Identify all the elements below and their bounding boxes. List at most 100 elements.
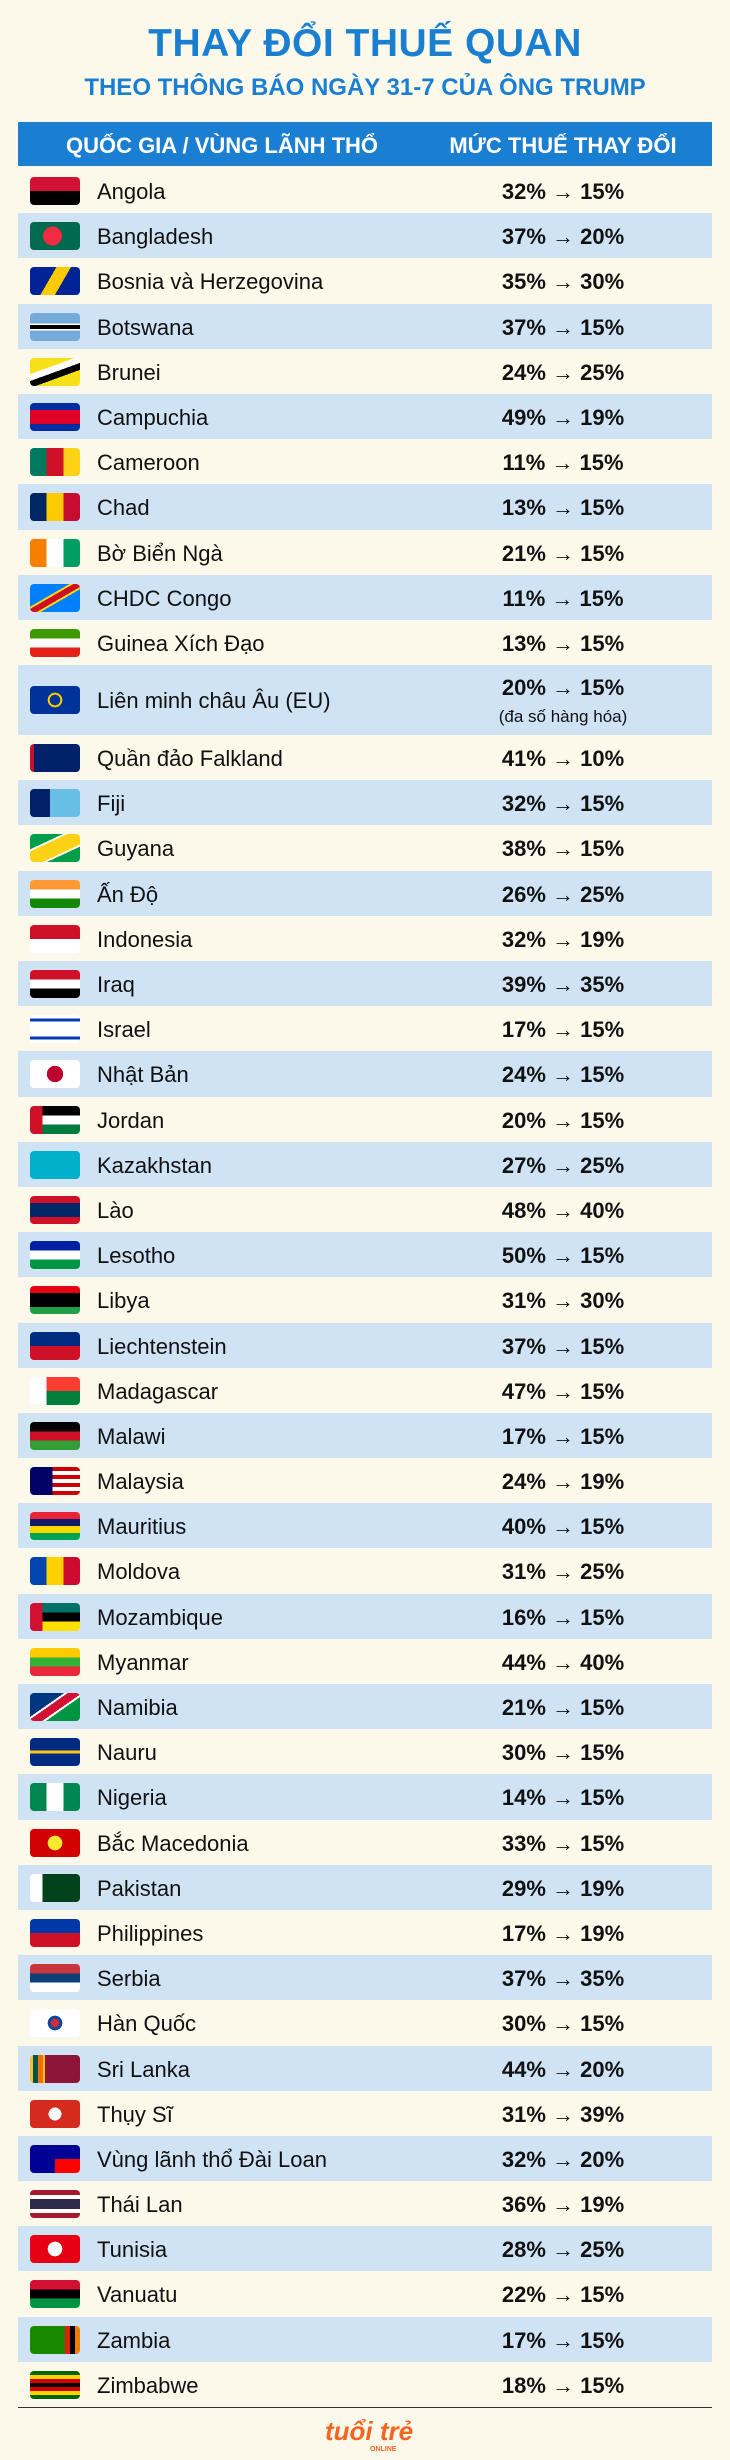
table-row: Nauru 30% → 15% <box>18 1729 712 1774</box>
flag-icon <box>30 2325 80 2354</box>
column-header: QUỐC GIA / VÙNG LÃNH THỔ <box>65 133 379 158</box>
tariff-rate: 48% → 40% <box>501 1197 625 1223</box>
country-name: Vanuatu <box>97 2282 178 2308</box>
table-row: Zambia 17% → 15% <box>18 2316 712 2362</box>
flag-icon <box>30 402 80 431</box>
tariff-rate: 35% → 30% <box>501 269 625 295</box>
country-name: Myanmar <box>97 1649 189 1675</box>
country-name: Guyana <box>97 836 175 862</box>
table-row: Israel 17% → 15% <box>18 1006 712 1051</box>
flag-icon <box>30 924 80 953</box>
flag-icon <box>30 789 80 818</box>
table-row: Campuchia 49% → 19% <box>18 393 712 440</box>
tariff-rate: 37% → 35% <box>501 1966 625 1992</box>
table-row: Myanmar 44% → 40% <box>18 1639 712 1684</box>
tariff-rate: 31% → 25% <box>501 1559 625 1585</box>
tariff-rate: 37% → 15% <box>501 1333 625 1359</box>
tariff-rate: 11% → 15% <box>502 450 624 476</box>
tariff-rate: 27% → 25% <box>501 1152 625 1178</box>
flag-icon <box>30 1693 80 1721</box>
country-name: Moldova <box>97 1559 181 1585</box>
tariff-rate: 29% → 19% <box>501 1875 625 1901</box>
country-name: Liechtenstein <box>97 1333 227 1359</box>
country-name: Vùng lãnh thổ Đài Loan <box>97 2146 327 2172</box>
flag-icon <box>30 1421 80 1450</box>
table-row: Brunei 24% → 25% <box>18 349 712 394</box>
flag-icon <box>30 357 80 386</box>
table-row: Philippines 17% → 19% <box>18 1910 712 1955</box>
table: Angola 32% → 15% Bangladesh 37% → 20% Bosnia… <box>18 168 712 2408</box>
table-row: Malawi 17% → 15% <box>18 1412 712 1459</box>
flag-icon <box>30 1286 80 1315</box>
country-name: Nigeria <box>97 1785 167 1811</box>
table-row: Vùng lãnh thổ Đài Loan 32% → 20% <box>18 2135 712 2182</box>
tariff-rate: 21% → 15% <box>501 540 625 566</box>
country-name: Thụy Sĩ <box>97 2101 173 2127</box>
tariff-rate: 17% → 15% <box>501 1423 625 1449</box>
flag-icon <box>30 1241 80 1270</box>
country-name: Jordan <box>97 1107 165 1133</box>
flag-icon <box>30 2144 80 2173</box>
flag-icon <box>30 2054 80 2083</box>
tariff-rate: 41% → 10% <box>501 746 625 772</box>
tariff-rate: 30% → 15% <box>501 1740 625 1766</box>
country-name: Angola <box>97 179 166 204</box>
flag-icon <box>30 1105 80 1134</box>
tariff-rate: 24% → 15% <box>501 1062 625 1088</box>
tariff-rate: 13% → 15% <box>501 495 625 521</box>
country-name: Liên minh châu Âu (EU) <box>97 688 331 714</box>
country-name: Malaysia <box>97 1469 184 1495</box>
tariff-rate: 44% → 20% <box>501 2056 625 2082</box>
table-row: Tunisia 28% → 25% <box>18 2226 712 2272</box>
tariff-rate: 18% → 15% <box>501 2372 625 2398</box>
tariff-rate: 50% → 15% <box>501 1243 625 1269</box>
country-name: Botswana <box>97 314 194 340</box>
table-row: Libya 31% → 30% <box>18 1277 712 1322</box>
flag-icon <box>30 1647 80 1676</box>
country-name: Philippines <box>97 1920 204 1946</box>
tariff-rate: 44% → 40% <box>501 1649 625 1675</box>
column-header: MỨC THUẾ THAY ĐỔI <box>449 133 677 158</box>
tariff-rate: 21% → 15% <box>501 1695 625 1720</box>
title: THAY ĐỔI THUẾ QUAN <box>148 22 582 65</box>
tariff-rate: 32% → 15% <box>501 791 625 817</box>
flag-icon <box>30 2280 80 2309</box>
table-row: Guyana 38% → 15% <box>18 825 712 870</box>
country-name: Campuchia <box>97 404 209 430</box>
table-row: Bosnia và Herzegovina 35% → 30% <box>18 258 712 303</box>
flag-icon <box>30 267 80 296</box>
table-row: Iraq 39% → 35% <box>18 961 712 1007</box>
table-row: Kazakhstan 27% → 25% <box>18 1141 712 1187</box>
flag-icon <box>30 2009 80 2038</box>
country-name: Guinea Xích Đạo <box>97 630 265 656</box>
flag-icon <box>30 2099 80 2128</box>
flag-icon <box>30 1918 80 1947</box>
tariff-rate: 36% → 19% <box>501 2192 625 2218</box>
flag-icon <box>30 1873 80 1902</box>
flag-icon <box>30 1331 80 1360</box>
tariff-rate: 28% → 25% <box>501 2237 625 2263</box>
table-row: Thụy Sĩ 31% → 39% <box>18 2091 712 2136</box>
country-name: CHDC Congo <box>97 585 232 611</box>
tariff-rate: 16% → 15% <box>501 1604 625 1630</box>
tariff-rate: 17% → 19% <box>501 1920 625 1946</box>
table-row: Fiji 32% → 15% <box>18 780 712 826</box>
country-name: Madagascar <box>97 1378 219 1404</box>
table-row: Quần đảo Falkland 41% → 10% <box>18 735 712 780</box>
flag-icon <box>30 1557 80 1586</box>
flag-icon <box>30 1467 80 1496</box>
country-name: Nhật Bản <box>97 1062 189 1088</box>
flag-icon <box>30 970 80 998</box>
country-name: Kazakhstan <box>97 1152 212 1178</box>
flag-icon <box>30 1964 80 1993</box>
flag-icon <box>30 1828 80 1857</box>
country-name: Mozambique <box>97 1604 223 1630</box>
table-row: Botswana 37% → 15% <box>18 303 712 349</box>
table-row: Pakistan 29% → 19% <box>18 1864 712 1910</box>
country-name: Tunisia <box>97 2237 168 2263</box>
tariff-rate: 37% → 15% <box>501 314 625 340</box>
flag-icon <box>30 222 80 251</box>
country-name: Malawi <box>97 1423 166 1449</box>
flag-icon <box>30 493 80 522</box>
